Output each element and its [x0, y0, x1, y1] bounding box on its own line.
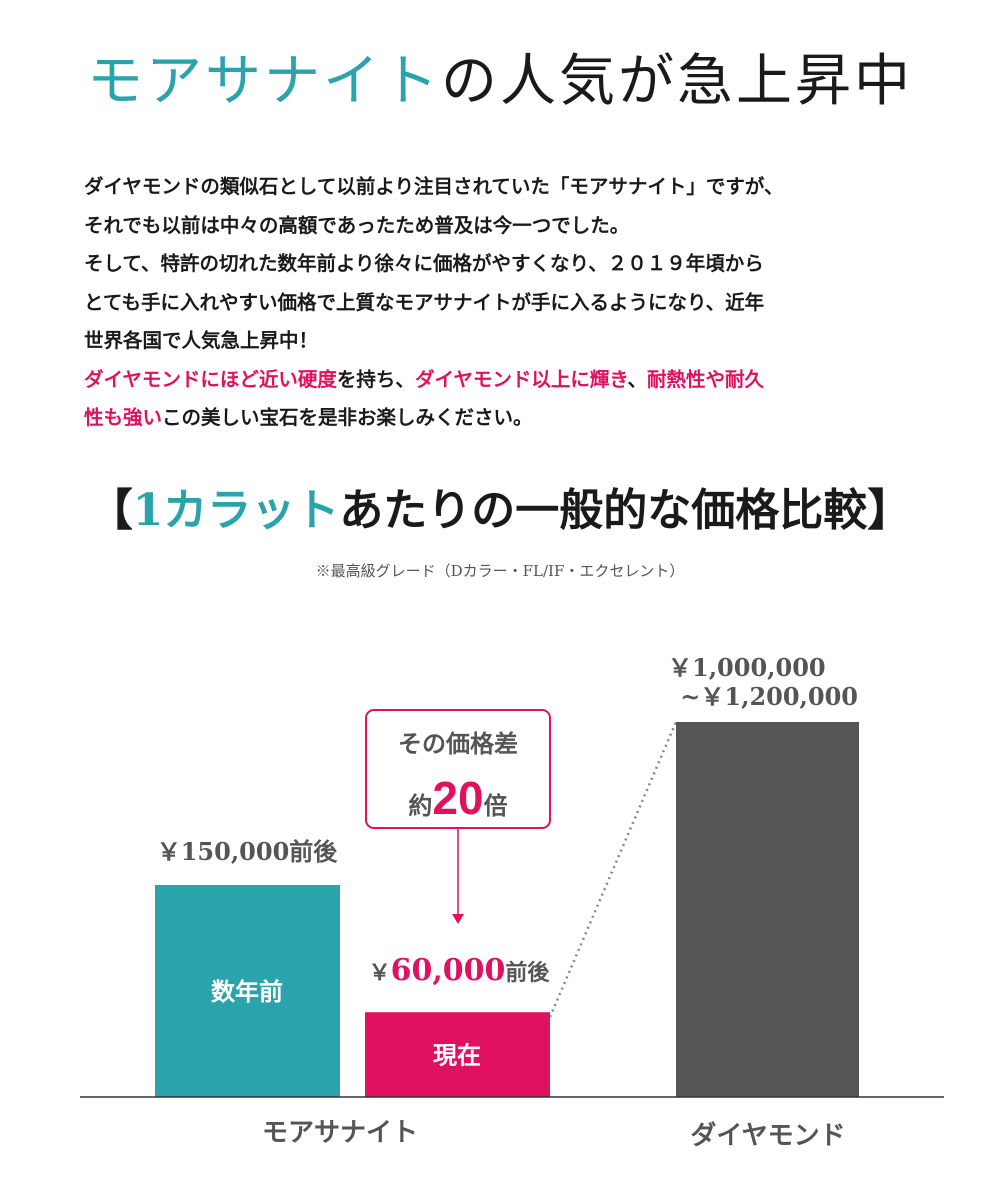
intro-line: ダイヤモンドの類似石として以前より注目されていた「モアサナイト」ですが、 [84, 168, 944, 207]
intro-highlight-text: ダイヤモンド以上に輝き [414, 367, 628, 391]
value-label-diamond-line1: ￥1,000,000 [668, 653, 826, 682]
bracket-close: 】 [867, 485, 912, 536]
value-label-now-prefix: ￥ [369, 960, 391, 986]
bar-label-before: 数年前 [211, 978, 283, 1006]
intro-line: ダイヤモンドにほど近い硬度を持ち、ダイヤモンド以上に輝き、耐熱性や耐久 [84, 361, 944, 400]
value-label-now: ￥60,000前後 [369, 953, 551, 988]
title-accent: モアサナイト [87, 49, 441, 114]
intro-text: 、 [627, 367, 648, 391]
bar-moissanite-now [365, 1012, 550, 1097]
category-label-moissanite: モアサナイト [262, 1117, 418, 1147]
bar-label-now: 現在 [433, 1042, 481, 1070]
section-title: 【1カラットあたりの一般的な価格比較】 [0, 478, 1000, 544]
bar-moissanite-before [155, 885, 340, 1097]
intro-line: それでも以前は中々の高額であったため普及は今一つでした。 [84, 207, 944, 246]
intro-text: とても手に入れやすい価格で上質なモアサナイトが手に入るようになり、近年 [84, 290, 765, 314]
intro-text: そして、特許の切れた数年前より徐々に価格がやすくなり、２０１９年頃から [84, 252, 764, 275]
page-title: モアサナイトの人気が急上昇中 [0, 40, 1000, 124]
intro-text: それでも以前は中々の高額であったため普及は今一つでした。 [84, 213, 630, 237]
grade-note: ※最高級グレード（Dカラー・FL/IF・エクセレント） [315, 562, 685, 580]
intro-line: そして、特許の切れた数年前より徐々に価格がやすくなり、２０１９年頃から [84, 245, 944, 284]
section-title-accent: 1カラット [132, 485, 340, 536]
intro-line: とても手に入れやすい価格で上質なモアサナイトが手に入るようになり、近年 [84, 284, 944, 323]
callout-prefix: 約 [408, 792, 432, 820]
intro-highlight-text: ダイヤモンドにほど近い硬度 [84, 367, 337, 391]
intro-highlight-text: 性も強い [84, 406, 163, 429]
callout-suffix: 倍 [484, 792, 508, 820]
intro-text: ダイヤモンドの類似石として以前より注目されていた「モアサナイト」ですが、 [84, 175, 784, 198]
intro-highlight-text: 耐熱性や耐久 [647, 367, 765, 391]
intro-paragraph: ダイヤモンドの類似石として以前より注目されていた「モアサナイト」ですが、 それでも… [84, 168, 944, 438]
section-title-rest: あたりの一般的な価格比較 [339, 485, 868, 536]
bracket-open: 【 [88, 485, 133, 536]
category-label-diamond: ダイヤモンド [690, 1120, 845, 1150]
bar-diamond [676, 722, 859, 1097]
title-rest: の人気が急上昇中 [441, 49, 913, 114]
value-label-diamond-line2: ~￥1,200,000 [680, 682, 858, 711]
intro-text: 世界各国で人気急上昇中！ [84, 329, 319, 352]
intro-line: 世界各国で人気急上昇中！ [84, 322, 944, 361]
intro-text: この美しい宝石を是非お楽しみください。 [162, 406, 533, 429]
intro-line: 性も強いこの美しい宝石を是非お楽しみください。 [84, 399, 944, 438]
connector-dotted-line [548, 721, 678, 1018]
callout-arrow-head [452, 914, 464, 924]
value-label-now-number: 60,000 [391, 953, 506, 988]
intro-text: を持ち、 [336, 367, 415, 391]
value-label-now-suffix: 前後 [505, 960, 550, 986]
callout-number: 20 [432, 772, 483, 824]
callout-line2: 約20倍 [408, 772, 507, 824]
value-label-before: ￥150,000前後 [157, 837, 339, 866]
callout-line1: その価格差 [398, 730, 518, 758]
